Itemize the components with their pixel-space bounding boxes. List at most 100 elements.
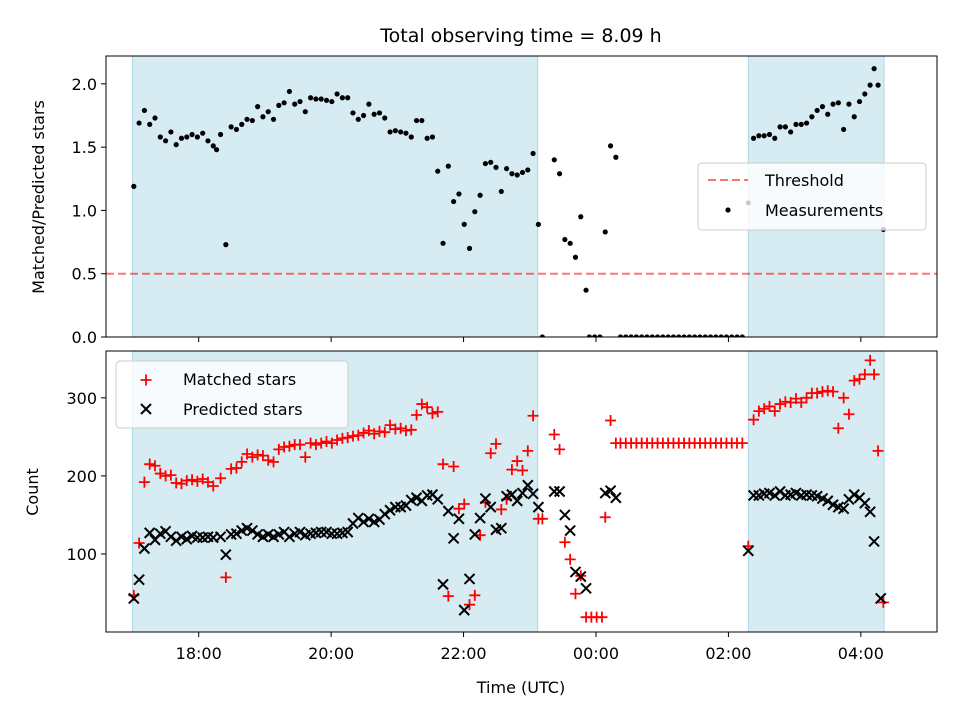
- measurement-point: [451, 198, 457, 205]
- matched-point: [207, 480, 219, 492]
- matched-point: [342, 432, 354, 444]
- matched-point: [133, 537, 145, 549]
- legend-threshold-label: Threshold: [764, 171, 844, 190]
- measurement-point: [445, 163, 451, 169]
- y-axis-label-top: Matched/Predicted stars: [29, 100, 48, 294]
- measurement-point: [509, 171, 515, 177]
- matched-point: [511, 455, 523, 467]
- predicted-point: [384, 504, 396, 516]
- measurement-point: [302, 109, 308, 115]
- count-panel: 100 200 300 18:00 20:00 22:00 00:00 02:00 04:00 M…: [66, 350, 938, 663]
- measurement-point: [173, 142, 179, 148]
- measurement-point: [613, 154, 619, 160]
- measurement-point: [217, 131, 224, 138]
- matched-point: [458, 498, 470, 510]
- measurement-point: [750, 135, 757, 141]
- predicted-point: [522, 479, 534, 491]
- matched-point: [442, 590, 454, 602]
- measurement-point: [350, 110, 356, 116]
- measurement-point: [419, 117, 425, 124]
- measurement-point: [329, 98, 335, 105]
- measurement-point: [382, 115, 388, 121]
- measurement-point: [194, 134, 200, 140]
- measurement-point: [466, 245, 473, 251]
- predicted-point: [410, 492, 423, 504]
- measurement-point: [184, 134, 190, 140]
- measurement-point: [205, 138, 211, 144]
- shaded-interval-0: [132, 56, 538, 337]
- measurement-point: [355, 116, 361, 122]
- measurement-point: [493, 164, 499, 170]
- measurement-point: [660, 334, 666, 337]
- matched-point: [236, 456, 248, 468]
- matched-point: [448, 461, 460, 473]
- measurement-point: [519, 169, 526, 176]
- measurement-point: [398, 129, 404, 135]
- matched-point: [811, 387, 823, 399]
- x-axis-label: Time (UTC): [476, 678, 565, 697]
- x-tick-label: 02:00: [705, 644, 751, 663]
- predicted-point: [447, 532, 460, 545]
- matched-point: [215, 472, 227, 484]
- matched-point: [748, 414, 760, 426]
- predicted-point: [559, 509, 571, 521]
- measurement-point: [628, 334, 634, 337]
- measurement-point: [788, 129, 794, 135]
- data-layer: [131, 66, 886, 337]
- matched-point: [868, 368, 880, 380]
- measurement-point: [623, 334, 629, 337]
- measurement-point: [200, 130, 206, 136]
- predicted-point: [138, 542, 151, 555]
- predicted-point: [495, 522, 508, 534]
- y-tick-label: 0.5: [72, 265, 97, 284]
- predicted-point: [230, 527, 243, 540]
- measurement-point: [392, 128, 398, 134]
- matched-point: [495, 503, 507, 515]
- matched-point: [352, 429, 364, 441]
- matched-point: [548, 429, 560, 441]
- measurement-point: [586, 334, 592, 337]
- measurement-point: [360, 112, 367, 119]
- measurement-point: [308, 95, 314, 101]
- measurement-point: [157, 134, 163, 140]
- ratio-panel: 0.0 0.5 1.0 1.5 2.0 Threshold Measurements: [72, 55, 938, 347]
- measurement-point: [830, 101, 836, 107]
- matched-point: [848, 375, 860, 387]
- matched-point: [763, 400, 775, 412]
- matched-point: [769, 405, 781, 417]
- matched-point: [736, 437, 748, 449]
- measurement-point: [777, 124, 783, 130]
- matched-point: [774, 398, 786, 410]
- predicted-point: [511, 495, 523, 507]
- matched-point: [437, 458, 449, 470]
- matched-point: [522, 445, 534, 457]
- measurement-point: [562, 236, 568, 243]
- predicted-point: [564, 524, 576, 537]
- measurement-point: [440, 240, 446, 246]
- measurement-point: [435, 168, 441, 174]
- measurement-point: [286, 88, 293, 95]
- y-tick-label: 200: [66, 467, 97, 486]
- measurement-point: [403, 130, 409, 136]
- predicted-point: [133, 573, 145, 586]
- measurement-point: [756, 133, 762, 139]
- measurement-point: [244, 116, 250, 122]
- matched-point: [527, 410, 539, 422]
- measurement-point: [734, 334, 740, 337]
- matched-point: [516, 464, 528, 476]
- predicted-point: [463, 573, 476, 585]
- matched-point: [421, 401, 433, 413]
- matched-point: [230, 462, 242, 474]
- measurement-point: [131, 183, 137, 189]
- measurement-point: [729, 334, 735, 337]
- measurement-point: [772, 135, 778, 141]
- predicted-point: [553, 485, 566, 498]
- axes-frame: [105, 55, 938, 338]
- measurement-point: [276, 102, 282, 108]
- measurement-point: [472, 209, 478, 215]
- measurement-point: [297, 98, 303, 105]
- legend-predicted-label: Predicted stars: [183, 400, 303, 419]
- matched-point: [273, 443, 285, 455]
- matched-point: [564, 553, 576, 565]
- measurement-point: [376, 110, 383, 116]
